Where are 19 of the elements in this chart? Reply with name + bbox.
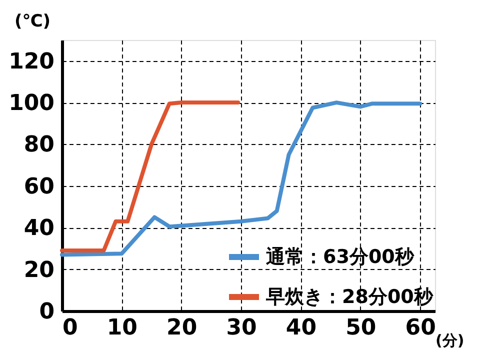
y-tick-label: 80 [24, 132, 54, 158]
x-tick-label: 10 [106, 316, 138, 340]
y-tick-label: 60 [24, 174, 54, 200]
x-tick-label: 50 [346, 316, 376, 340]
legend-label: 通常：63分00秒 [265, 246, 415, 268]
y-tick-label: 120 [8, 49, 54, 74]
y-axis-title: (℃) [14, 12, 51, 32]
x-tick-label: 30 [226, 316, 257, 340]
legend-label: 早炊き：28分00秒 [265, 286, 434, 308]
x-tick-label: 60 [405, 316, 436, 340]
y-tick-label: 40 [24, 216, 54, 242]
y-tick-label: 0 [39, 300, 54, 324]
y-tick-label: 100 [8, 91, 54, 116]
x-tick-label: 0 [62, 316, 78, 340]
y-tick-label: 20 [24, 258, 54, 283]
x-tick-label: 40 [286, 316, 317, 340]
x-tick-label: 20 [166, 316, 198, 340]
line-series [60, 100, 240, 253]
x-axis-title: (分) [436, 332, 464, 350]
